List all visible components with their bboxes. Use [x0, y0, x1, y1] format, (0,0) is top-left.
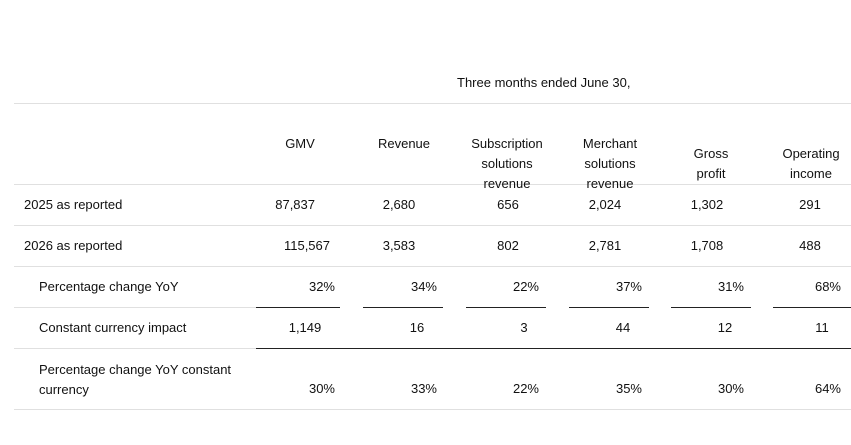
col-header-operating-income: Operating income: [782, 146, 840, 181]
cell-pct-merchant: 37%: [615, 279, 642, 294]
rule-row-3-left: [14, 307, 256, 308]
cell-2025-gross-profit: 1,302: [690, 197, 724, 212]
cell-2025-gmv: 87,837: [275, 197, 315, 212]
row-label-2026: 2026 as reported: [24, 238, 123, 253]
cell-2026-revenue: 3,583: [382, 238, 416, 253]
cell-2026-merchant: 2,781: [588, 238, 622, 253]
row-label-pct-change-cc: Percentage change YoY constant currency: [39, 362, 232, 397]
rule-under-headers: [14, 184, 851, 185]
period-header: Three months ended June 30,: [457, 75, 631, 90]
cell-pcc-operating-income: 64%: [814, 381, 841, 396]
col-header-gmv: GMV: [285, 136, 315, 151]
rule-constant-currency: [256, 348, 851, 349]
cell-cc-subscription: 3: [520, 320, 528, 335]
col-header-merchant: Merchant solutions revenue: [582, 136, 638, 191]
cell-pcc-gmv: 30%: [308, 381, 335, 396]
cell-cc-operating-income: 11: [815, 320, 829, 335]
row-label-pct-change: Percentage change YoY: [39, 279, 179, 294]
cell-2025-merchant: 2,024: [588, 197, 622, 212]
row-label-2025: 2025 as reported: [24, 197, 123, 212]
cell-pcc-subscription: 22%: [512, 381, 539, 396]
rule-bottom: [14, 409, 851, 410]
rule-row-2: [14, 266, 851, 267]
cell-2026-gmv: 115,567: [283, 238, 330, 253]
cell-2026-subscription: 802: [497, 238, 519, 253]
rule-pct-operating: [773, 307, 851, 308]
rule-pct-gmv: [256, 307, 340, 308]
row-label-constant-currency: Constant currency impact: [39, 320, 187, 335]
cell-cc-merchant: 44: [615, 320, 631, 335]
col-header-revenue: Revenue: [377, 136, 431, 151]
cell-pcc-gross-profit: 30%: [717, 381, 744, 396]
rule-pct-merchant: [569, 307, 649, 308]
cell-2026-operating-income: 488: [799, 238, 821, 253]
cell-pcc-revenue: 33%: [410, 381, 437, 396]
cell-cc-gmv: 1,149: [288, 320, 322, 335]
cell-pct-operating-income: 68%: [814, 279, 841, 294]
rule-pct-revenue: [363, 307, 443, 308]
cell-pct-gmv: 32%: [308, 279, 335, 294]
cell-pct-revenue: 34%: [410, 279, 437, 294]
cell-pct-gross-profit: 31%: [717, 279, 744, 294]
rule-pct-gross: [671, 307, 751, 308]
cell-pct-subscription: 22%: [512, 279, 539, 294]
cell-2025-subscription: 656: [497, 197, 519, 212]
cell-cc-gross-profit: 12: [717, 320, 733, 335]
cell-cc-revenue: 16: [409, 320, 425, 335]
rule-pct-subscription: [466, 307, 546, 308]
rule-row-4-left: [14, 348, 256, 349]
rule-row-1: [14, 225, 851, 226]
col-header-subscription: Subscription solutions revenue: [471, 136, 543, 191]
cell-pcc-merchant: 35%: [615, 381, 642, 396]
cell-2025-operating-income: 291: [799, 197, 821, 212]
rule-under-period: [14, 103, 851, 104]
cell-2026-gross-profit: 1,708: [690, 238, 724, 253]
col-header-gross-profit: Gross profit: [693, 146, 729, 181]
cell-2025-revenue: 2,680: [382, 197, 416, 212]
